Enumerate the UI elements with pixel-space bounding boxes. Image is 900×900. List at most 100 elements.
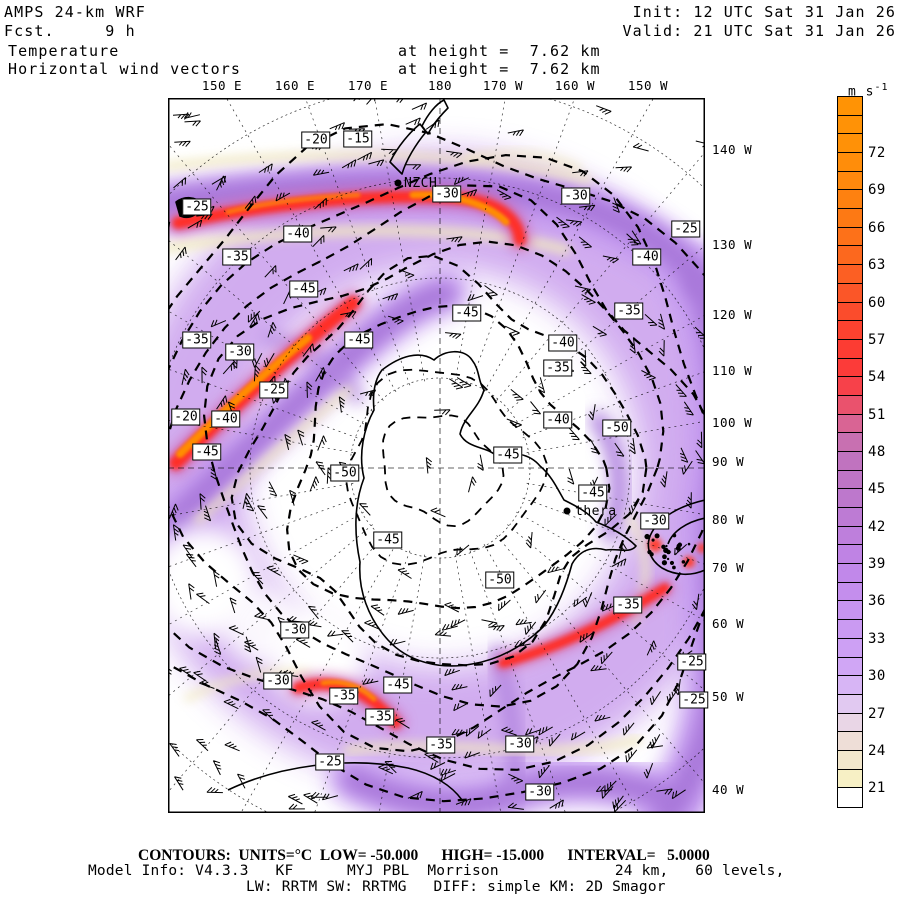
contour-label: -45 (344, 331, 374, 349)
contour-label: -25 (315, 753, 345, 771)
contour-label: -20 (171, 408, 201, 426)
contour-label: -40 (548, 334, 578, 352)
colorbar-cell (837, 357, 863, 379)
contour-label: -35 (222, 248, 252, 266)
lon-label-top: 150 E (201, 78, 243, 93)
field1-height: at height = 7.62 km (398, 42, 601, 60)
contour-label: -20 (301, 131, 331, 149)
colorbar-cell (837, 749, 863, 771)
contour-label: -45 (493, 446, 523, 464)
colorbar-tick-label: 45 (868, 481, 886, 498)
colorbar-cell (837, 675, 863, 696)
physics-info: LW: RRTM SW: RRTMG DIFF: simple KM: 2D S… (246, 879, 666, 895)
lon-label-right: 130 W (712, 237, 753, 252)
contour-label: -45 (192, 443, 222, 461)
colorbar-tick-label: 42 (868, 518, 886, 535)
colorbar-cell (837, 152, 863, 173)
colorbar-tick-labels: 72 69 66 63 60 57 54 51 48 45 42 39 36 33 30 27 24 21 (868, 97, 898, 807)
contour-label: -45 (578, 484, 608, 502)
lon-label-top: 160 E (274, 78, 316, 93)
contour-label: -30 (561, 187, 591, 205)
lon-label-right: 50 W (712, 689, 745, 704)
field2-label: Horizontal wind vectors (8, 60, 242, 78)
contour-label: -35 (365, 708, 395, 726)
colorbar-cell (837, 693, 863, 715)
lon-label-top: 160 W (554, 78, 596, 93)
lon-label-right: 60 W (712, 616, 745, 631)
contour-label: -25 (182, 198, 212, 216)
colorbar-cell (837, 264, 863, 285)
colorbar-cell (837, 282, 863, 304)
weather-map (168, 98, 705, 813)
colorbar-cell (837, 637, 863, 659)
colorbar-cell (837, 563, 863, 584)
contour-label: -35 (613, 596, 643, 614)
colorbar-unit: m s-1 (848, 82, 889, 100)
lon-label-top: 170 W (482, 78, 524, 93)
map-overlay: -20 -15 -30 -30 -25 -25 -40 -35 -45 -45 -40 -35 -35-… (168, 98, 709, 813)
contour-label: -30 (280, 621, 310, 639)
init-time: Init: 12 UTC Sat 31 Jan 26 (632, 3, 896, 21)
colorbar-tick-label: 30 (868, 668, 886, 685)
station-dot (563, 507, 571, 515)
lon-label-top: 150 W (627, 78, 669, 93)
lon-label-right: 120 W (712, 307, 753, 322)
colorbar-cell (837, 376, 863, 397)
colorbar (837, 96, 863, 808)
contours-info: CONTOURS: UNITS=°C LOW= -50.000 HIGH= -1… (138, 847, 710, 864)
colorbar-tick-label: 72 (868, 145, 886, 162)
contour-label: -35 (614, 302, 644, 320)
contour-label: -50 (602, 419, 632, 437)
contour-label: -25 (259, 381, 289, 399)
field1-label: Temperature (8, 42, 120, 60)
colorbar-cell (837, 451, 863, 472)
station-label: NZCH (404, 176, 438, 191)
contour-label: -30 (640, 512, 670, 530)
colorbar-cell (837, 787, 863, 808)
colorbar-cell (837, 413, 863, 435)
colorbar-cell (837, 581, 863, 603)
colorbar-tick-label: 51 (868, 406, 886, 423)
colorbar-cell (837, 488, 863, 510)
colorbar-cell (837, 712, 863, 734)
colorbar-cell (837, 619, 863, 640)
colorbar-cell (837, 768, 863, 790)
contour-label: -30 (225, 343, 255, 361)
field2-height: at height = 7.62 km (398, 60, 601, 78)
contour-label: -35 (426, 736, 456, 754)
colorbar-tick-label: 66 (868, 219, 886, 236)
colorbar-cell (837, 525, 863, 547)
colorbar-tick-label: 48 (868, 444, 886, 460)
lon-label-top: 180 (427, 78, 453, 93)
contour-label: -45 (289, 280, 319, 298)
colorbar-cell (837, 320, 863, 341)
colorbar-tick-label: 24 (868, 742, 886, 759)
contour-label: -40 (211, 410, 241, 428)
contour-label: -30 (525, 783, 555, 801)
contour-label: -30 (263, 672, 293, 690)
lon-label-right: 70 W (712, 560, 745, 575)
contour-label: -35 (543, 359, 573, 377)
colorbar-cell (837, 469, 863, 491)
contour-label: -50 (485, 571, 515, 589)
model-info: Model Info: V4.3.3 KF MYJ PBL Morrison 2… (88, 863, 785, 879)
colorbar-cell (837, 245, 863, 267)
colorbar-tick-label: 36 (868, 593, 886, 610)
colorbar-cell (837, 208, 863, 229)
contour-label: -35 (182, 331, 212, 349)
contour-label: -45 (452, 304, 482, 322)
lon-label-top: 170 E (347, 78, 389, 93)
colorbar-tick-label: 60 (868, 294, 886, 311)
contour-label: -15 (343, 130, 373, 148)
lon-label-right: 100 W (712, 415, 753, 430)
colorbar-cell (837, 338, 863, 360)
lon-label-right: 80 W (712, 512, 745, 527)
contour-label: -35 (329, 687, 359, 705)
colorbar-cell (837, 170, 863, 192)
colorbar-cell (837, 394, 863, 416)
colorbar-cell (837, 432, 863, 453)
colorbar-tick-label: 27 (868, 705, 886, 722)
lon-label-right: 140 W (712, 142, 753, 157)
colorbar-cell (837, 114, 863, 136)
